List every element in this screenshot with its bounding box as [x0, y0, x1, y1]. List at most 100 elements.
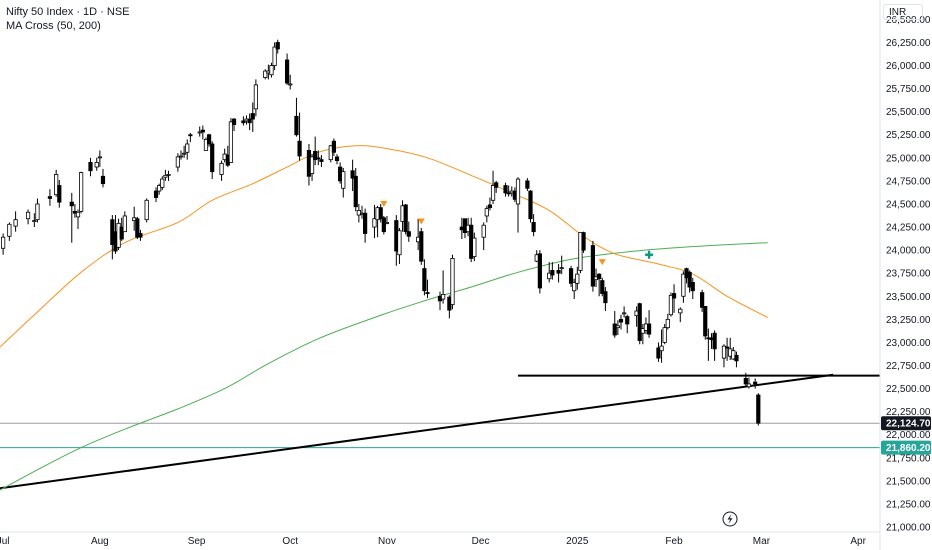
candle-body	[210, 143, 215, 173]
candle	[656, 342, 661, 362]
candle	[119, 217, 124, 241]
candle	[309, 154, 315, 181]
trend-lines[interactable]	[0, 373, 880, 490]
candle-body	[503, 185, 508, 194]
candle-body	[250, 113, 255, 120]
candle-body	[397, 230, 402, 256]
candle-body	[746, 383, 752, 388]
candle	[378, 203, 383, 223]
candle-body	[640, 328, 645, 334]
x-tick-label: Dec	[472, 536, 490, 547]
candle-body	[7, 223, 12, 237]
candle-body	[481, 224, 486, 238]
candle	[678, 307, 683, 323]
y-tick-label: 23,500.00	[886, 292, 931, 303]
candle	[724, 337, 730, 361]
indicator-label[interactable]: MA Cross (50, 200)	[6, 20, 101, 32]
candle	[247, 113, 252, 131]
candle	[490, 170, 496, 204]
candle	[603, 287, 608, 312]
lightning-icon[interactable]	[722, 511, 738, 527]
candle	[297, 112, 302, 161]
candle	[250, 102, 255, 132]
candle-body	[331, 140, 337, 153]
candle	[494, 180, 499, 193]
candle	[731, 347, 736, 360]
cross-down-marker	[380, 200, 388, 207]
candle-body	[681, 273, 686, 297]
candle	[263, 69, 268, 80]
candle-body	[231, 118, 237, 125]
candle-body	[160, 178, 165, 188]
candle	[700, 289, 705, 312]
candle-body	[288, 83, 293, 86]
candle-body	[490, 185, 496, 201]
currency-button[interactable]: INR	[883, 4, 923, 20]
candle	[331, 138, 337, 156]
candle-body	[353, 175, 358, 208]
candle	[419, 227, 424, 265]
candle-body	[247, 118, 252, 124]
candle-body	[153, 190, 159, 198]
candle	[756, 393, 761, 426]
candle	[135, 216, 140, 240]
instrument-label[interactable]: Nifty 50 Index · 1D · NSE	[6, 6, 130, 18]
candle	[472, 232, 477, 262]
candle-body	[743, 378, 748, 385]
candle-body	[69, 201, 74, 207]
candle	[7, 222, 12, 241]
candle-body	[731, 350, 736, 360]
candle-body	[381, 217, 386, 233]
candle-body	[138, 233, 143, 238]
x-tick-label: Nov	[378, 536, 396, 547]
candle	[160, 176, 165, 191]
candle-body	[494, 182, 499, 188]
candle	[32, 213, 37, 228]
trend-line[interactable]	[0, 373, 834, 490]
candle	[13, 211, 18, 232]
candle	[556, 263, 561, 283]
candle-body	[372, 218, 377, 228]
candle	[57, 179, 62, 208]
candle-body	[721, 345, 727, 359]
candle	[721, 344, 727, 368]
candle-body	[157, 185, 162, 192]
candle	[681, 271, 686, 303]
candle	[75, 209, 81, 229]
candle	[122, 211, 127, 233]
candle-body	[724, 346, 730, 349]
candle-body	[575, 273, 580, 284]
x-tick-label: 2025	[566, 536, 589, 547]
candle-body	[525, 180, 530, 189]
candle-body	[100, 175, 106, 185]
candle-body	[603, 291, 608, 304]
y-tick-label: 24,250.00	[886, 223, 931, 234]
candle-body	[175, 156, 180, 168]
candle-body	[253, 84, 258, 110]
candle	[753, 378, 758, 389]
y-tick-label: 21,500.00	[886, 476, 931, 487]
candle	[275, 39, 280, 54]
candle	[441, 270, 446, 304]
candle	[525, 178, 530, 192]
candle	[54, 169, 59, 197]
candle-body	[687, 271, 692, 288]
price-level-lines	[0, 422, 880, 449]
x-tick-label: Sep	[188, 536, 206, 547]
candle-body	[671, 293, 677, 299]
y-tick-label: 24,000.00	[886, 246, 931, 257]
candle	[403, 203, 408, 235]
candle	[397, 227, 402, 264]
price-axis[interactable]: 21,000.00 21,250.00 21,500.00 21,750.00 22,0…	[886, 15, 931, 534]
cross-down-marker	[417, 218, 425, 225]
candle-body	[119, 226, 124, 240]
candle-body	[316, 157, 321, 160]
candle	[353, 167, 358, 212]
candle-body	[515, 178, 521, 205]
candle	[600, 277, 605, 297]
candle	[671, 284, 677, 313]
candle-body	[678, 308, 683, 314]
time-axis[interactable]: Jul Aug Sep Oct Nov Dec 2025 Feb Mar Apr	[0, 536, 867, 547]
y-tick-label: 24,500.00	[886, 199, 931, 210]
